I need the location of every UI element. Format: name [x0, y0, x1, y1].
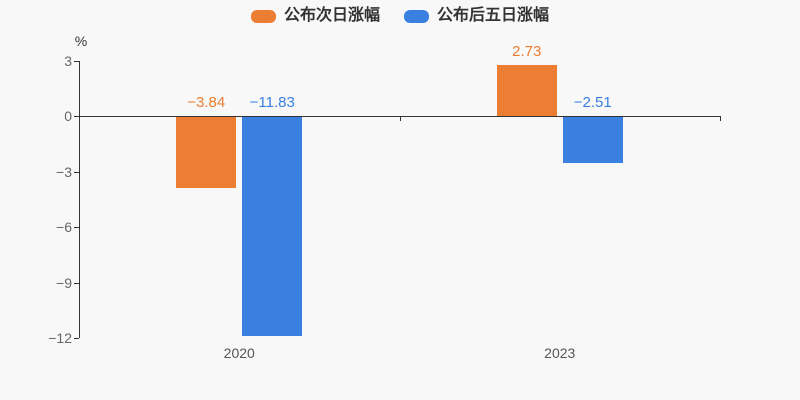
y-tick-label: −9 — [56, 274, 72, 291]
bar-series1-2023 — [562, 117, 623, 164]
legend-marker-icon — [404, 9, 429, 23]
y-tick — [74, 227, 79, 228]
legend-item-series1[interactable]: 公布后五日涨幅 — [404, 5, 549, 27]
y-tick — [74, 116, 79, 117]
y-tick — [74, 338, 79, 339]
x-axis-line — [79, 116, 720, 117]
y-tick-label: −6 — [56, 219, 72, 235]
x-category-label: 2020 — [223, 345, 255, 361]
x-category-label: 2023 — [544, 345, 576, 361]
legend-label: 公布次日涨幅 — [283, 7, 380, 24]
y-tick — [74, 60, 79, 62]
x-tick — [400, 116, 401, 121]
bar-value-label: 2.73 — [512, 43, 542, 61]
y-tick-label: 0 — [64, 108, 72, 124]
x-tick — [720, 116, 721, 121]
legend-label: 公布后五日涨幅 — [437, 7, 550, 24]
legend-marker-icon — [250, 9, 276, 23]
y-tick-label: −12 — [48, 330, 72, 346]
bar-series1-2020 — [242, 117, 303, 336]
bar-value-label: −3.84 — [187, 94, 226, 111]
y-tick-label: 3 — [64, 52, 72, 69]
y-tick — [74, 171, 79, 173]
bar-series0-2023 — [496, 65, 557, 116]
bar-series0-2020 — [176, 117, 237, 189]
bar-value-label: −2.51 — [573, 94, 612, 111]
legend-item-series0[interactable]: 公布次日涨幅 — [250, 5, 380, 27]
y-tick — [74, 282, 79, 284]
y-axis-line — [79, 60, 80, 338]
legend: 公布次日涨幅 公布后五日涨幅 — [0, 5, 800, 27]
y-axis-unit-label: % — [74, 33, 88, 49]
bar-value-label: −11.83 — [249, 94, 295, 111]
y-tick-label: −3 — [56, 163, 72, 180]
